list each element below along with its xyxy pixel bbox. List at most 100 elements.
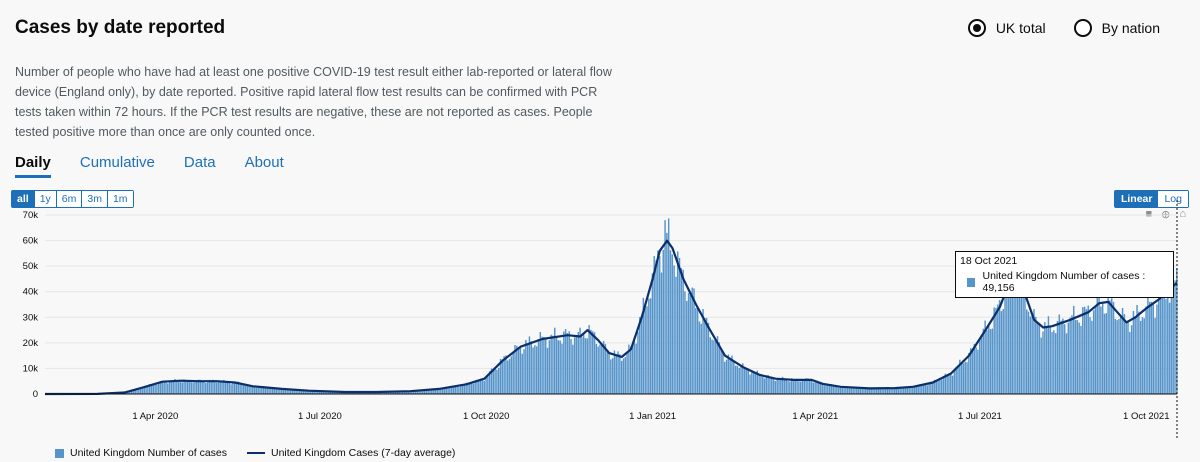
bar [219, 382, 221, 394]
bar [658, 255, 661, 394]
y-axis-ticks: 0 10k 20k 30k 40k 50k 60k 70k [23, 210, 39, 400]
bar [275, 388, 278, 394]
bar [742, 363, 744, 394]
bar [892, 388, 894, 394]
bar [989, 329, 992, 394]
bar [628, 344, 630, 394]
bar [163, 380, 165, 394]
bar [139, 388, 142, 394]
range-1m-button[interactable]: 1m [107, 191, 133, 207]
bar [660, 272, 663, 394]
bar [456, 386, 458, 394]
tab-daily[interactable]: Daily [15, 154, 51, 178]
bar [919, 384, 921, 394]
bar [470, 383, 473, 394]
bar [516, 345, 518, 394]
bar [237, 381, 240, 394]
bar [693, 288, 695, 394]
bar [856, 386, 858, 394]
y-tick-label: 40k [23, 287, 39, 298]
bar [801, 380, 804, 394]
bar [1080, 325, 1082, 394]
bar [651, 273, 654, 394]
bar [1118, 318, 1120, 394]
range-3m-button[interactable]: 3m [82, 191, 108, 207]
bar [897, 388, 900, 394]
bar [492, 370, 495, 394]
radio-by-nation[interactable]: By nation [1073, 19, 1160, 37]
bar [944, 373, 947, 394]
bar [179, 382, 182, 394]
bar [959, 359, 961, 394]
bar [268, 388, 270, 394]
bar [1165, 298, 1167, 394]
bar [743, 366, 746, 394]
bar [210, 380, 212, 394]
bar [1092, 310, 1095, 394]
range-all-button[interactable]: all [12, 191, 35, 207]
bar [552, 335, 554, 394]
tab-data[interactable]: Data [183, 154, 216, 171]
tab-cumulative[interactable]: Cumulative [79, 154, 155, 171]
legend-label: United Kingdom Number of cases [70, 447, 227, 459]
home-icon[interactable]: ⌂ [1179, 208, 1186, 220]
bar [1154, 317, 1156, 394]
bar [320, 391, 323, 394]
bar [177, 381, 180, 394]
bar [1038, 324, 1041, 394]
tab-about[interactable]: About [244, 154, 284, 171]
legend-item-line[interactable]: United Kingdom Cases (7-day average) [247, 447, 455, 459]
y-tick-label: 0 [33, 389, 38, 400]
bar [794, 379, 796, 394]
bar [733, 360, 735, 394]
bar [861, 388, 863, 394]
range-1y-button[interactable]: 1y [34, 191, 57, 207]
bar [903, 388, 905, 394]
bar [192, 382, 194, 394]
bar [544, 339, 547, 394]
bar [904, 386, 907, 394]
page-title: Cases by date reported [15, 17, 226, 38]
bar [610, 359, 612, 394]
radio-uk-total[interactable]: UK total [967, 19, 1046, 37]
camera-icon[interactable]: ■ [1145, 208, 1153, 220]
bar [986, 330, 988, 394]
scale-linear-button[interactable]: Linear [1114, 191, 1159, 207]
bar [675, 276, 677, 394]
bar [789, 381, 791, 394]
bar [1109, 300, 1111, 394]
bar [436, 388, 438, 394]
bar [507, 360, 509, 394]
x-tick-label: 1 Apr 2020 [132, 411, 178, 422]
bar [1074, 319, 1077, 394]
bar [280, 389, 283, 394]
bar [485, 377, 487, 394]
scale-log-button[interactable]: Log [1158, 191, 1188, 207]
bar [450, 385, 453, 394]
bar [244, 385, 247, 394]
bar [317, 390, 319, 394]
bar [1176, 268, 1178, 394]
bar [740, 365, 742, 394]
bar [696, 308, 699, 394]
bar [412, 390, 415, 394]
bar [1058, 314, 1061, 394]
bar [738, 367, 740, 394]
bar [767, 375, 769, 394]
legend-item-bars[interactable]: United Kingdom Number of cases [55, 447, 227, 459]
bar [420, 390, 422, 394]
bar [941, 379, 943, 394]
bar [487, 375, 489, 394]
bar [582, 334, 585, 394]
bar [991, 328, 994, 394]
bar [1089, 317, 1091, 394]
bar [798, 381, 800, 394]
bar [930, 381, 932, 394]
bar [960, 363, 963, 394]
bar [747, 370, 749, 394]
bar [1006, 290, 1008, 394]
range-6m-button[interactable]: 6m [56, 191, 83, 207]
bar [816, 380, 818, 394]
bar [1163, 295, 1165, 394]
bar [532, 347, 534, 394]
